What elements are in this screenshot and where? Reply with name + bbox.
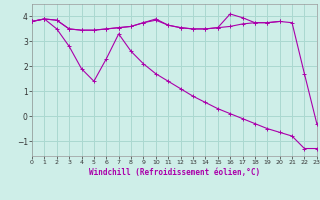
X-axis label: Windchill (Refroidissement éolien,°C): Windchill (Refroidissement éolien,°C) [89,168,260,177]
